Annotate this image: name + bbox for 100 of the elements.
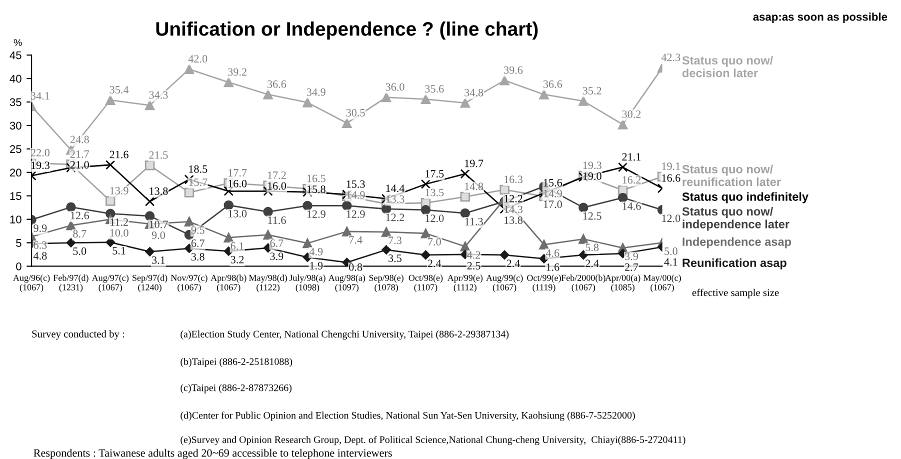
data-label: 24.8 (70, 136, 89, 144)
data-label: 4.9 (309, 248, 323, 256)
data-label: 4.1 (664, 258, 678, 266)
data-label: 6.3 (34, 241, 47, 249)
data-label: 22.0 (30, 148, 50, 156)
data-label: 15.6 (544, 178, 562, 186)
x-tick-label: Apr/00(a) (1085) (605, 274, 640, 292)
data-label: 3.1 (152, 256, 165, 264)
x-tick-label: Oct/99(e) (1119) (527, 274, 561, 292)
data-label: 13.5 (426, 188, 444, 196)
series-label: Independence asap (682, 237, 792, 248)
data-label: 17.0 (544, 200, 562, 208)
data-label: 42.3 (661, 54, 680, 62)
data-label: 12.0 (662, 214, 680, 222)
text: (c)Taipei (886-2-87873266) (180, 384, 292, 394)
data-label: 17.2 (268, 171, 286, 179)
data-label: 3.9 (625, 252, 638, 260)
data-label: 12.9 (307, 210, 326, 218)
data-label: 13.9 (110, 186, 128, 194)
data-label: 15.8 (307, 185, 326, 194)
x-tick-label: Feb/2000(b) (1067) (561, 274, 606, 292)
data-label: 17.7 (228, 169, 247, 177)
data-label: 2.4 (506, 260, 520, 268)
data-label: 6.1 (230, 242, 244, 250)
data-label: 5.8 (586, 244, 599, 252)
data-label: 8.7 (73, 230, 86, 238)
text: (e)Survey and Opinion Research Group, Dept. of Political Science,National Chung-cheng University, Chiayi(886-5-2720411) (180, 436, 686, 446)
data-label: 16.6 (662, 174, 680, 182)
data-label: 11.3 (465, 218, 483, 226)
data-label: 7.0 (428, 238, 441, 246)
data-label: 16.2 (622, 176, 641, 184)
data-label: 14.4 (386, 184, 405, 192)
data-label: 19.3 (31, 162, 50, 170)
series-label: Status quo now/ independence later (682, 206, 790, 231)
data-label: 18.5 (189, 165, 208, 173)
data-label: 11.2 (110, 218, 128, 226)
data-label: 14.8 (465, 182, 484, 190)
y-tick-label: 10 (10, 216, 22, 224)
text: (a)Election Study Center, National Chengchi University, Taipei (886-2-29387134) (180, 330, 509, 340)
x-tick-label: Aug/97(c) (1067) (92, 274, 129, 292)
series-label: Status quo now/ reunification later (682, 164, 781, 186)
series-label: Status quo indefinitely (682, 192, 808, 204)
data-label: 2.5 (467, 262, 480, 270)
data-label: 9.5 (191, 226, 204, 234)
x-tick-label: Sep/98(e) (1078) (369, 274, 404, 292)
data-label: 3.2 (230, 256, 244, 264)
data-label: 21.1 (622, 153, 641, 161)
text: Respondents : Taiwanese adults aged 20~69 accessible to telephone interviewers (34, 448, 392, 459)
data-label: 9.9 (34, 224, 47, 232)
data-label: 14.9 (346, 191, 365, 199)
data-label: 34.3 (149, 91, 168, 99)
data-label: 15.7 (189, 178, 208, 186)
data-label: 16.0 (228, 180, 247, 188)
data-label: 13.3 (386, 195, 404, 203)
data-label: 30.2 (622, 110, 641, 118)
data-label: 1.9 (310, 262, 323, 270)
text: Survey conducted by : (32, 330, 124, 340)
data-label: 6.7 (270, 239, 284, 247)
series-label: Reunification asap (682, 258, 786, 270)
data-label: 3.5 (388, 254, 402, 262)
data-label: 19.1 (662, 162, 680, 170)
data-label: 19.7 (465, 160, 484, 168)
data-label: 0.8 (349, 263, 362, 271)
data-label: 19.3 (583, 162, 602, 170)
x-tick-label: May/00(c) (1067) (643, 274, 681, 292)
y-tick-label: 20 (10, 168, 22, 177)
x-tick-label: May/98(d) (1122) (249, 274, 287, 292)
data-label: 36.6 (268, 80, 286, 88)
data-label: 14.6 (622, 202, 641, 210)
data-label: 35.6 (425, 85, 444, 93)
text: effective sample size (692, 288, 779, 298)
x-tick-label: July/98(a) (1098) (289, 274, 326, 292)
data-label: 10.0 (110, 229, 128, 237)
y-tick-label: 15 (10, 192, 22, 200)
data-label: 6.7 (191, 239, 205, 247)
data-label: 16.3 (504, 176, 523, 184)
x-tick-label: Aug/99(c) (1067) (486, 274, 523, 292)
data-label: 35.4 (110, 86, 129, 94)
data-label: 5.0 (664, 247, 678, 255)
data-label: 12.9 (346, 210, 365, 218)
chart-title: Unification or Independence ? (line chart) (156, 22, 538, 40)
data-label: 21.0 (70, 161, 89, 169)
data-label: 14.3 (504, 206, 523, 214)
data-label: 17.5 (426, 170, 444, 178)
data-label: 34.1 (31, 92, 50, 100)
data-label: 13.8 (150, 187, 168, 195)
text: (b)Taipei (886-2-25181088) (180, 358, 292, 368)
text: asap:as soon as possible (753, 12, 888, 23)
data-label: 30.5 (346, 109, 365, 117)
data-label: 14.9 (544, 190, 562, 198)
data-label: 39.6 (504, 66, 523, 74)
data-label: 16.0 (268, 182, 286, 190)
series-label: Status quo now/ decision later (682, 56, 773, 78)
data-label: 13.8 (504, 216, 523, 224)
data-label: 21.6 (110, 150, 128, 158)
data-label: 7.4 (349, 236, 362, 244)
data-label: 9.0 (152, 231, 165, 240)
data-label: 2.4 (586, 260, 599, 268)
y-tick-label: 30 (10, 122, 22, 130)
data-label: 19.0 (583, 172, 602, 180)
